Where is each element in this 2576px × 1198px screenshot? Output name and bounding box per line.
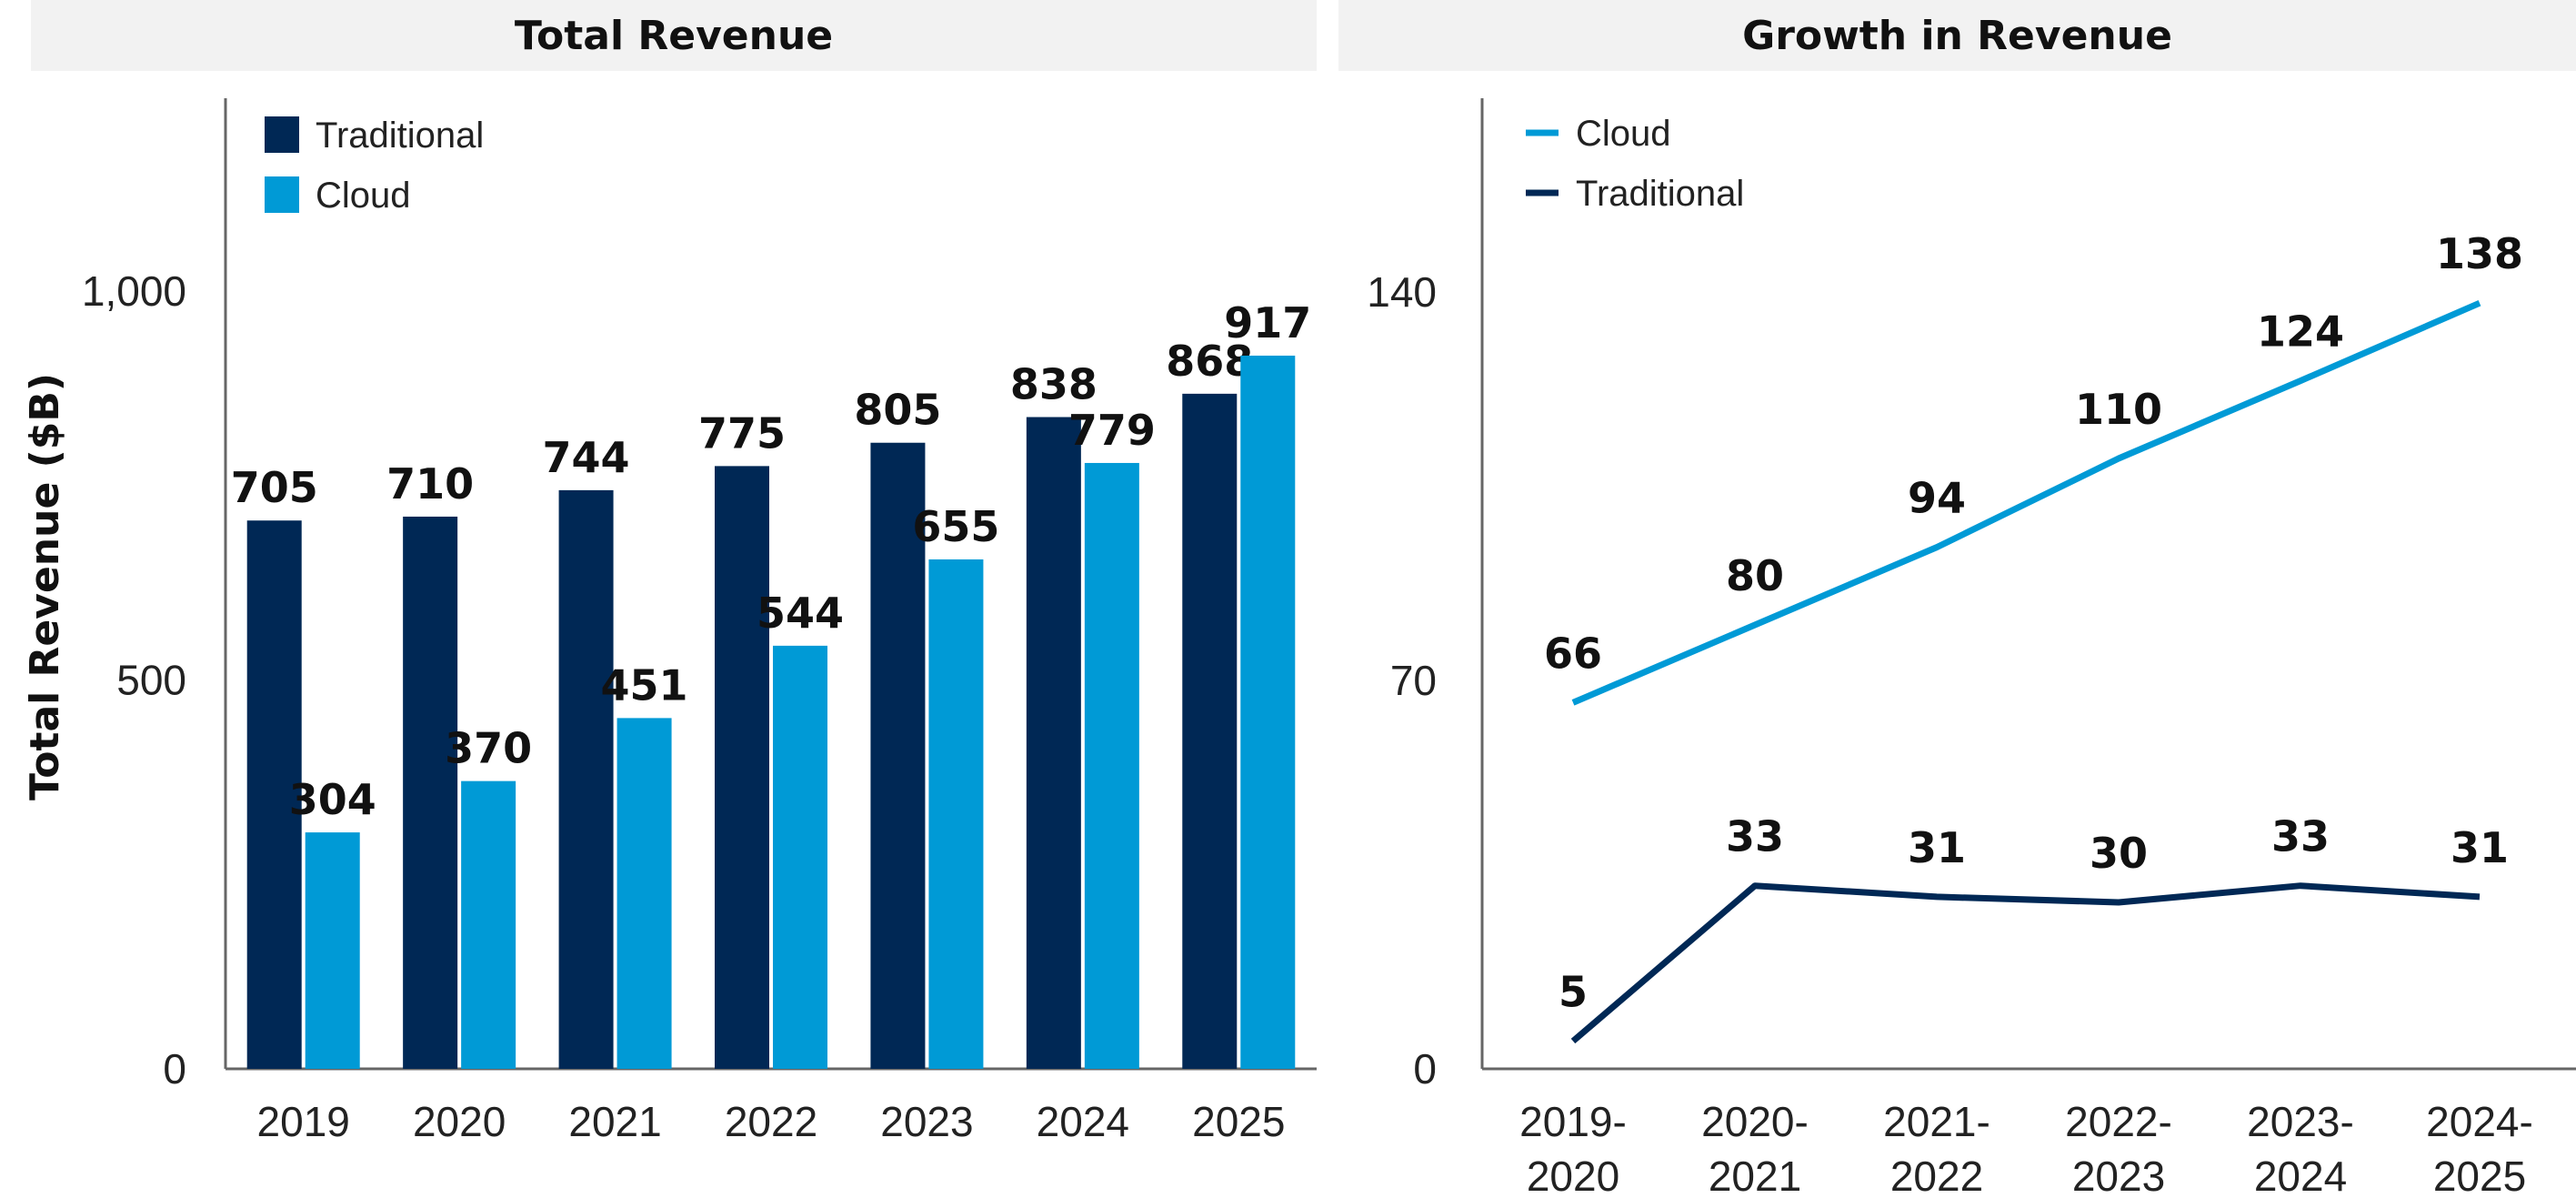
x-tick-label-line: 2020	[1527, 1153, 1619, 1198]
bar-traditional-2024	[1026, 417, 1081, 1069]
bar-traditional-2021	[558, 489, 614, 1069]
legend-label-traditional: Traditional	[1576, 174, 1744, 214]
data-label-cloud: 138	[2436, 229, 2523, 278]
y-tick-label: 1,000	[82, 267, 186, 315]
y-tick-label: 70	[1390, 657, 1437, 704]
bar-cloud-2020	[461, 780, 516, 1069]
x-tick-label-line: 2021	[1709, 1153, 1801, 1198]
legend-label-traditional: Traditional	[316, 116, 484, 156]
data-label-cloud: 80	[1726, 551, 1784, 600]
data-label-cloud: 94	[1908, 474, 1966, 523]
data-label-cloud: 66	[1544, 629, 1602, 678]
data-label-traditional: 31	[1908, 823, 1966, 872]
x-tick-label: 2021	[568, 1098, 661, 1145]
y-tick-label: 500	[116, 657, 186, 704]
x-tick-label: 2020	[413, 1098, 506, 1145]
y-axis-label: Total Revenue ($B)	[22, 373, 68, 800]
data-label-cloud-2019: 304	[289, 775, 376, 824]
legend-swatch-cloud	[265, 176, 299, 213]
x-tick-label: 2022	[725, 1098, 817, 1145]
x-tick-label: 2020- 2021	[1701, 1098, 1809, 1198]
total-revenue-chart: 0 500 1,000 Total Revenue ($B) 705 304 2019 710…	[22, 98, 1317, 1145]
data-label-traditional-2025: 868	[1166, 337, 1253, 386]
data-label-traditional: 33	[2271, 812, 2330, 861]
bar-cloud-2023	[928, 559, 984, 1069]
x-tick-label-line: 2022	[1890, 1153, 1983, 1198]
x-tick-label: 2025	[1192, 1098, 1285, 1145]
data-label-cloud-2020: 370	[445, 724, 532, 773]
data-label-traditional: 30	[2090, 829, 2148, 878]
bar-cloud-2019	[305, 832, 360, 1069]
data-label-traditional-2022: 775	[698, 408, 786, 458]
data-label-traditional-2021: 744	[543, 433, 630, 482]
growth-revenue-chart: 0 70 140 66 80 94 110 124 138 5 33 31 30 33 31 2019- 202…	[1367, 98, 2576, 1198]
data-label-cloud: 110	[2075, 385, 2162, 434]
data-label-traditional-2023: 805	[854, 386, 941, 435]
data-label-traditional-2024: 838	[1010, 360, 1098, 409]
x-tick-label: 2019	[257, 1098, 350, 1145]
x-tick-label-line: 2024-	[2426, 1098, 2533, 1145]
x-tick-label: 2023	[880, 1098, 973, 1145]
data-label-traditional: 33	[1726, 812, 1784, 861]
data-label-traditional-2020: 710	[386, 459, 474, 508]
legend-label-cloud: Cloud	[316, 176, 411, 216]
x-tick-label-line: 2019-	[1519, 1098, 1627, 1145]
x-tick-label-line: 2022-	[2065, 1098, 2172, 1145]
data-label-traditional: 31	[2451, 823, 2509, 872]
data-label-cloud-2021: 451	[601, 660, 688, 710]
data-label-cloud-2024: 779	[1068, 406, 1156, 455]
x-tick-label: 2024	[1037, 1098, 1129, 1145]
x-tick-label-line: 2021-	[1883, 1098, 1990, 1145]
bar-traditional-2019	[246, 520, 302, 1069]
bar-cloud-2021	[616, 718, 672, 1069]
x-tick-label-line: 2020-	[1701, 1098, 1809, 1145]
x-tick-label: 2023- 2024	[2247, 1098, 2354, 1198]
bar-traditional-2020	[403, 516, 458, 1069]
bar-cloud-2025	[1240, 355, 1296, 1070]
bar-cloud-2022	[773, 645, 827, 1069]
x-tick-label-line: 2025	[2433, 1153, 2526, 1198]
y-tick-label: 0	[1413, 1045, 1437, 1092]
y-tick-label: 140	[1367, 268, 1437, 316]
x-tick-label: 2024- 2025	[2426, 1098, 2533, 1198]
bar-cloud-2024	[1084, 462, 1139, 1070]
x-tick-label-line: 2023	[2072, 1153, 2165, 1198]
bar-traditional-2022	[715, 466, 769, 1069]
data-label-cloud-2023: 655	[912, 502, 999, 551]
x-tick-label: 2022- 2023	[2065, 1098, 2172, 1198]
x-tick-label: 2021- 2022	[1883, 1098, 1990, 1198]
data-label-traditional-2019: 705	[231, 463, 318, 512]
growth-revenue-title: Growth in Revenue	[1338, 0, 2576, 71]
total-revenue-title: Total Revenue	[31, 0, 1317, 71]
y-tick-label: 0	[163, 1045, 186, 1092]
data-label-cloud-2022: 544	[757, 589, 844, 638]
legend-label-cloud: Cloud	[1576, 114, 1671, 154]
bar-traditional-2025	[1182, 393, 1238, 1069]
legend-swatch-traditional	[265, 116, 299, 153]
x-tick-label-line: 2024	[2254, 1153, 2347, 1198]
data-label-traditional: 5	[1559, 968, 1588, 1017]
data-label-cloud: 124	[2257, 307, 2344, 357]
bar-traditional-2023	[870, 442, 926, 1070]
series-line-cloud	[1571, 299, 2481, 706]
series-line-traditional	[1570, 882, 2481, 1044]
x-tick-label: 2019- 2020	[1519, 1098, 1627, 1198]
data-label-cloud-2025: 917	[1224, 298, 1311, 347]
x-tick-label-line: 2023-	[2247, 1098, 2354, 1145]
